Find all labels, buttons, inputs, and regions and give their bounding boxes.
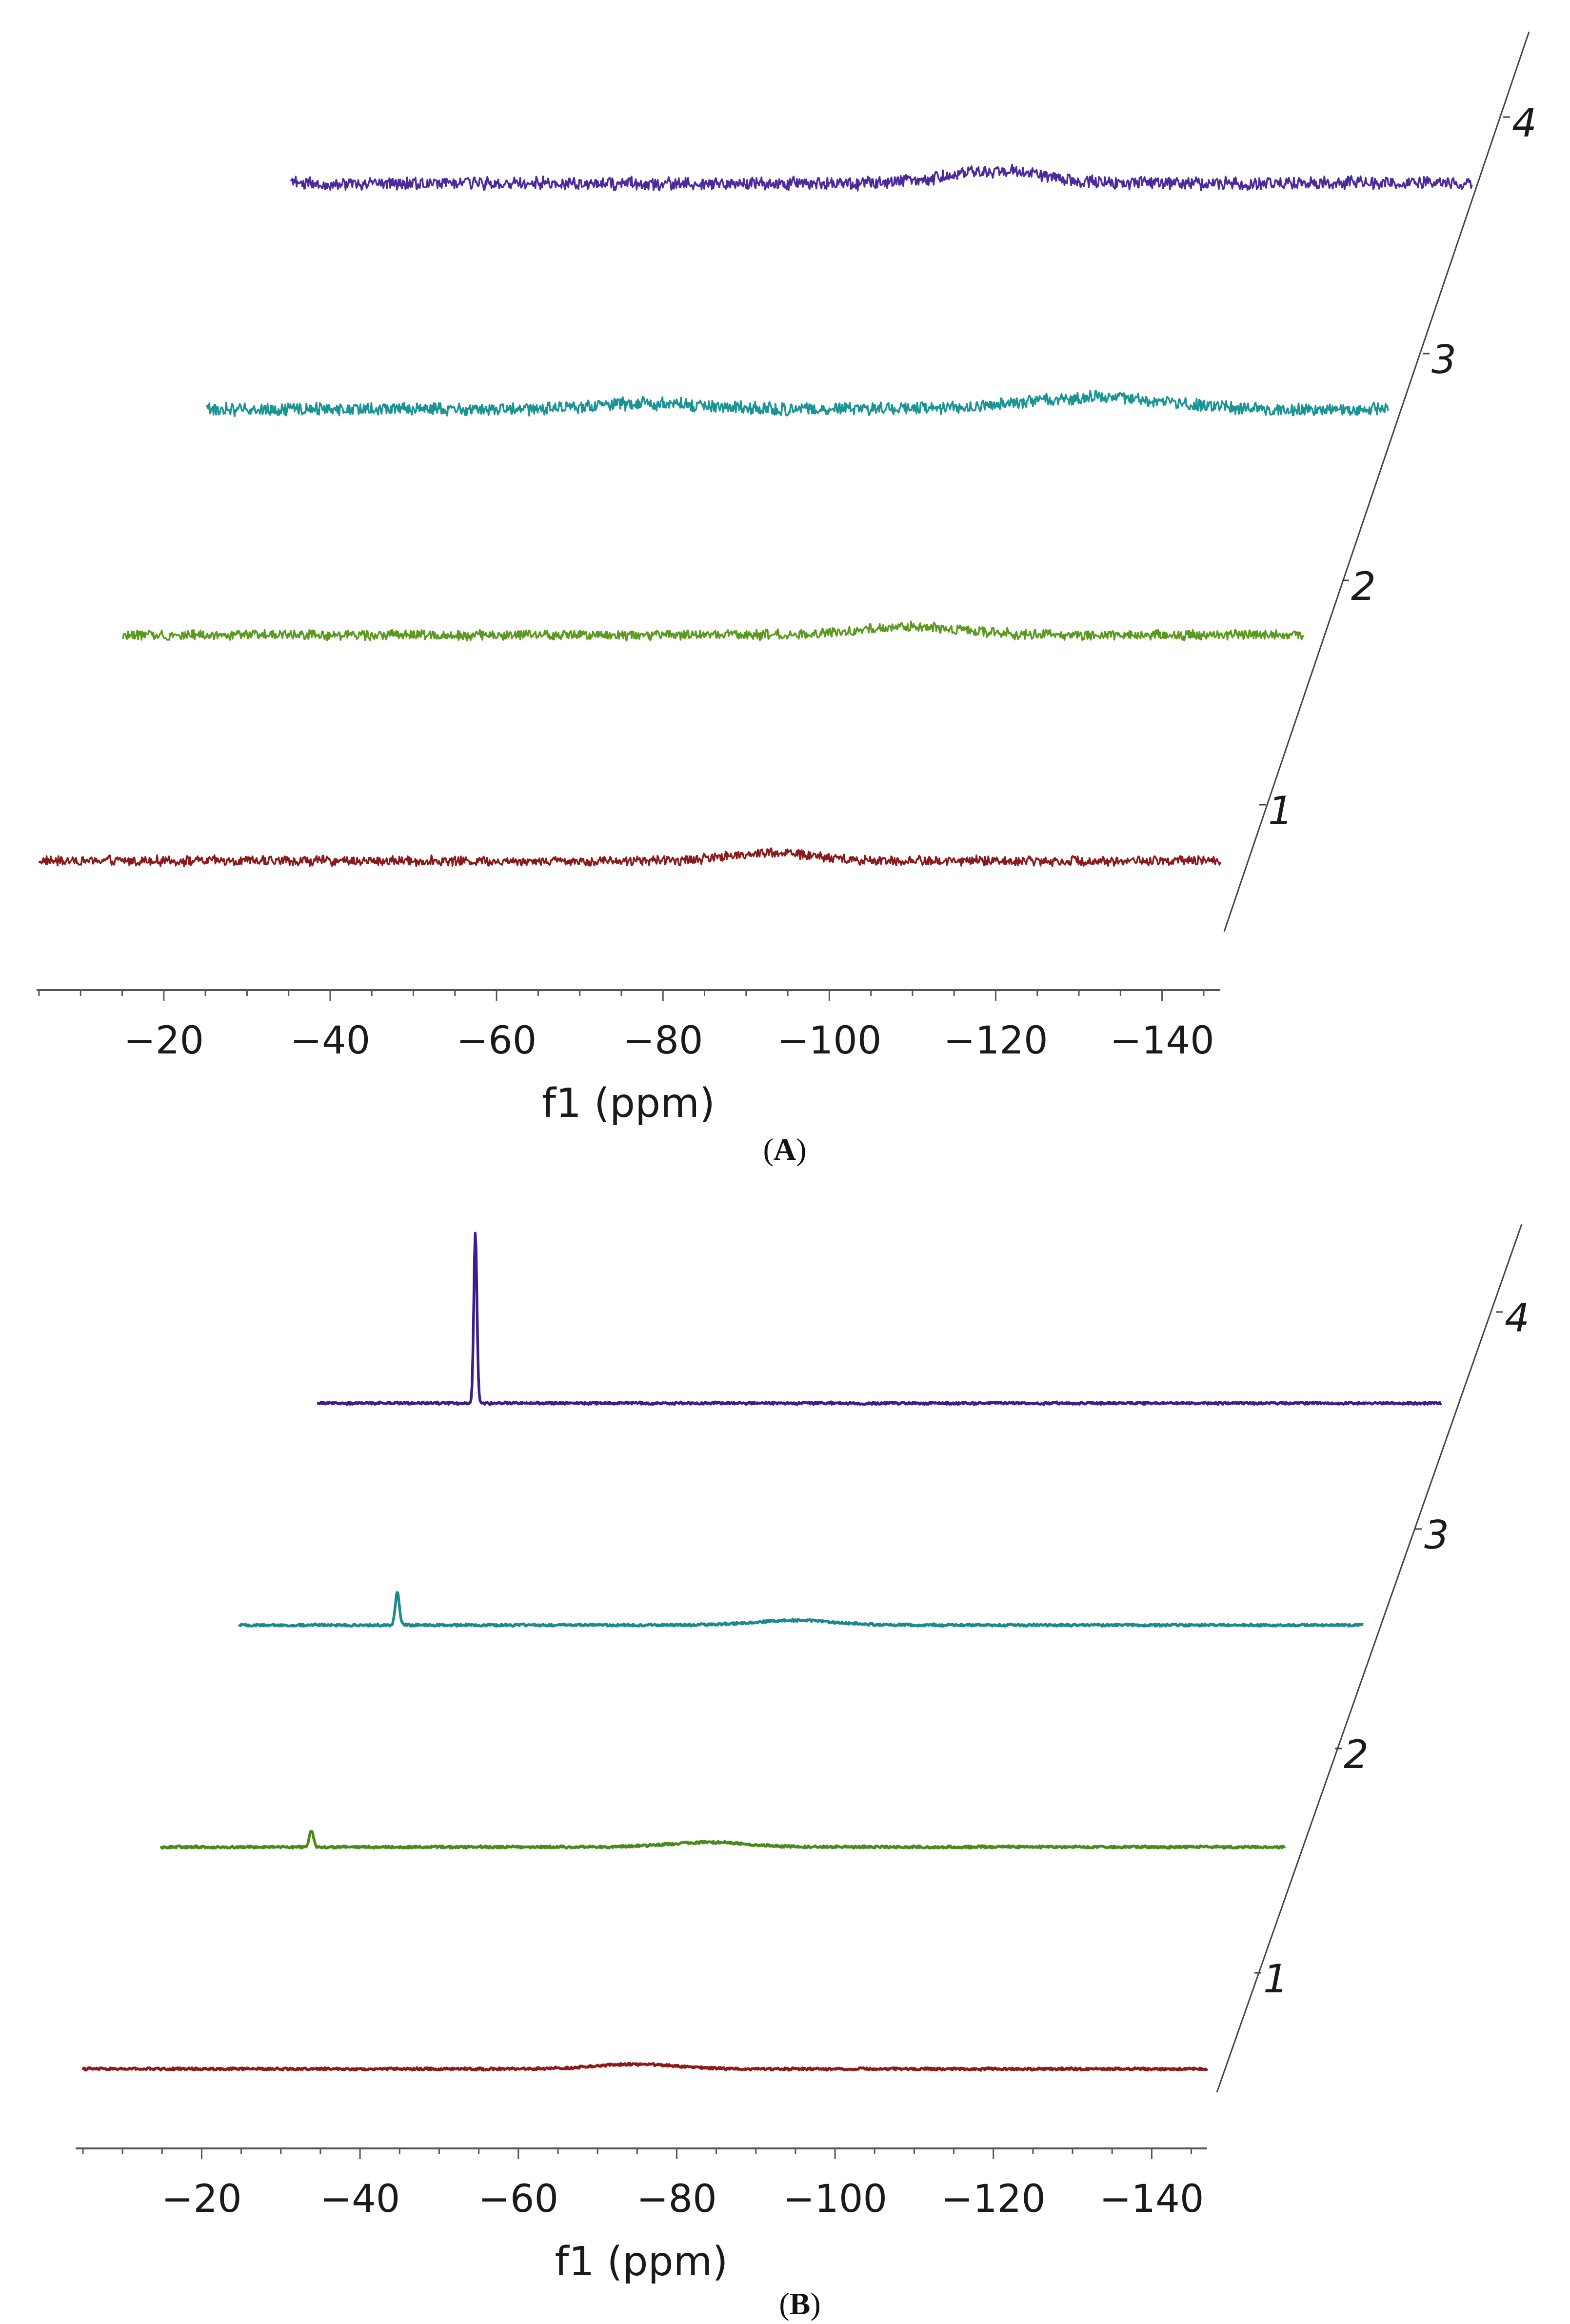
panel-b-spectra: −20 −40 −60 −80 −100 −120 −140 f1 (ppm) 1 2 3 4 (76, 1224, 1530, 2285)
panel-b-caption: (B) (779, 2286, 820, 2321)
x-tick-label: −60 (457, 1019, 537, 1063)
stack-label-2: 2 (1351, 564, 1376, 609)
x-tick-label: −140 (1099, 2177, 1204, 2221)
spectrum-trace-2 (159, 1829, 1286, 1850)
spectrum-trace-1 (81, 2062, 1209, 2072)
x-tick-label: −60 (478, 2177, 558, 2221)
spectrum-trace-2 (122, 620, 1305, 642)
x-tick-label: −40 (290, 1019, 371, 1063)
x-tick-label: −20 (161, 2177, 242, 2221)
x-tick-label: −120 (943, 1019, 1048, 1063)
panel-a-spectra: −20 −40 −60 −80 −100 −120 −140 f1 (ppm) 1 2 3 4 (37, 31, 1537, 1127)
x-tick-label: −140 (1110, 1019, 1214, 1063)
x-tick-label: −100 (777, 1019, 881, 1063)
stack-label-1: 1 (1268, 788, 1293, 834)
spectrum-trace-3 (238, 1591, 1364, 1628)
stack-label-2: 2 (1344, 1732, 1369, 1777)
stack-label-4: 4 (1512, 100, 1537, 146)
stack-depth-axis (1216, 1224, 1523, 2093)
stack-depth-axis (1223, 31, 1530, 932)
x-tick-label: −40 (320, 2177, 400, 2221)
x-tick-label: −120 (941, 2177, 1046, 2221)
spectrum-trace-4 (290, 163, 1473, 192)
panel-a-caption: (A) (763, 1132, 807, 1167)
stack-label-1: 1 (1263, 1956, 1288, 2002)
x-axis-title: f1 (ppm) (555, 2239, 728, 2285)
x-tick-label: −100 (783, 2177, 887, 2221)
stack-label-4: 4 (1505, 1295, 1530, 1341)
x-tick-label: −80 (636, 2177, 717, 2221)
stack-label-3: 3 (1424, 1512, 1449, 1558)
spectrum-trace-1 (38, 847, 1221, 868)
x-tick-label: −80 (623, 1019, 703, 1063)
x-tick-label: −20 (124, 1019, 204, 1063)
spectrum-trace-4 (316, 1232, 1442, 1406)
x-axis-title: f1 (ppm) (542, 1080, 715, 1127)
spectrum-trace-3 (206, 390, 1389, 417)
stack-label-3: 3 (1431, 337, 1456, 382)
